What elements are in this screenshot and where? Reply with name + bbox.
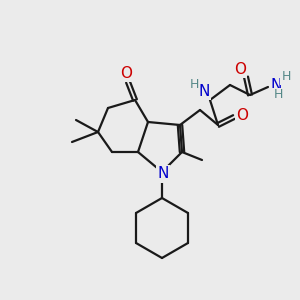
Text: N: N <box>157 167 169 182</box>
Text: N: N <box>270 77 282 92</box>
Text: O: O <box>120 65 132 80</box>
Text: H: H <box>281 70 291 83</box>
Text: H: H <box>273 88 283 101</box>
Text: N: N <box>198 83 210 98</box>
Text: H: H <box>189 77 199 91</box>
Text: O: O <box>236 109 248 124</box>
Text: O: O <box>234 61 246 76</box>
